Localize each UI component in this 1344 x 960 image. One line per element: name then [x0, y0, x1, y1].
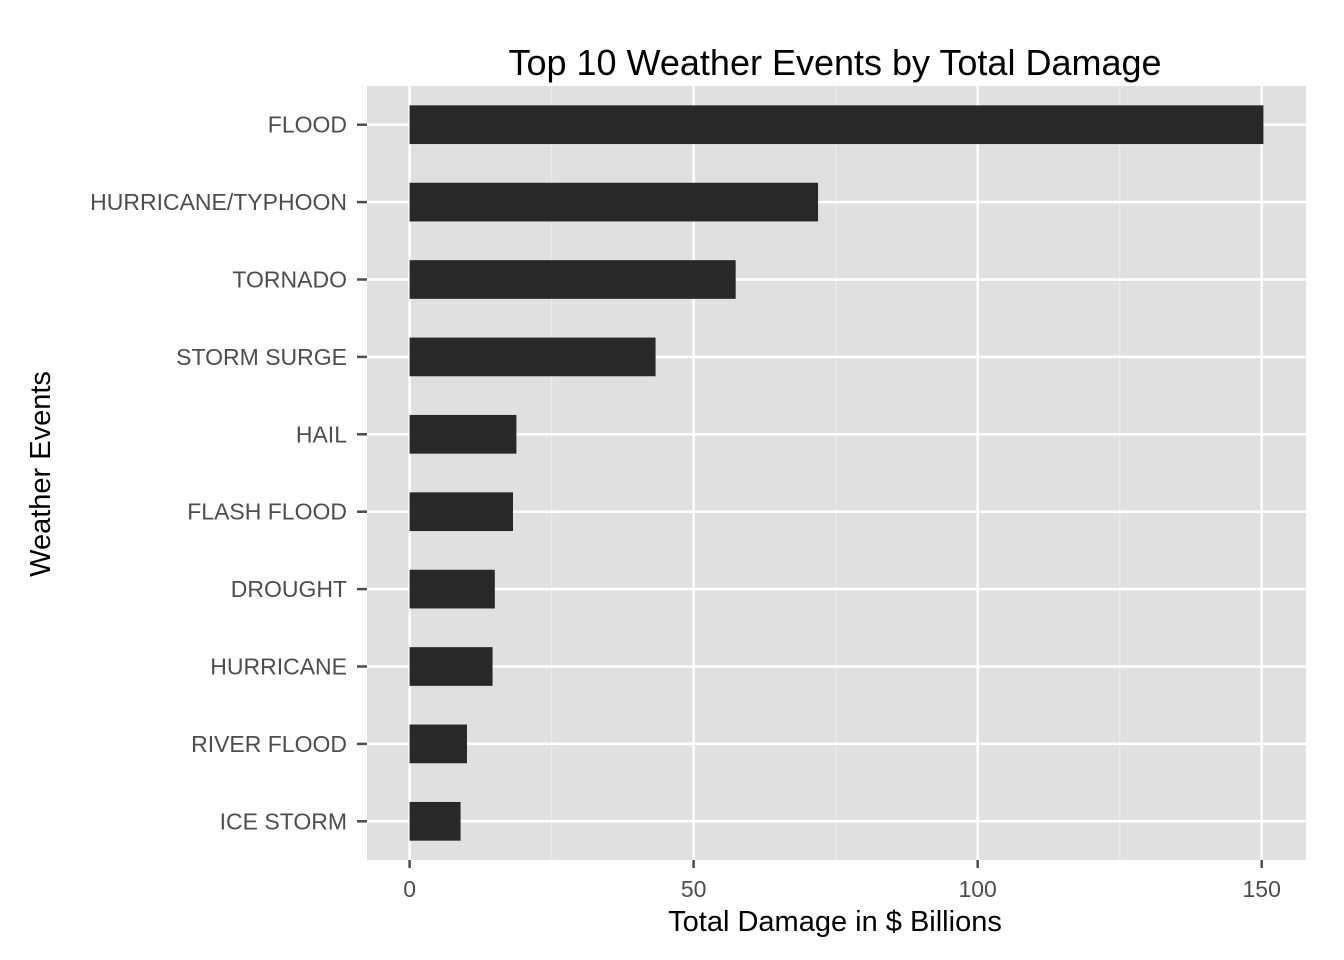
y-tick-label: RIVER FLOOD: [191, 731, 347, 757]
bar-river-flood: [409, 724, 467, 764]
y-tick-label: FLOOD: [268, 112, 347, 138]
y-tick-label: HURRICANE/TYPHOON: [90, 189, 347, 215]
y-tick-label: TORNADO: [232, 267, 347, 293]
y-axis: FLOOD HURRICANE/TYPHOON TORNADO STORM SURGE…: [90, 112, 367, 834]
bar-storm-surge: [409, 337, 656, 377]
bar-hurricane: [409, 647, 493, 686]
chart-title: Top 10 Weather Events by Total Damage: [508, 42, 1161, 83]
y-tick-label: HAIL: [296, 421, 347, 447]
y-tick-label: ICE STORM: [220, 808, 347, 834]
x-tick-label: 0: [403, 876, 416, 902]
x-tick-label: 50: [681, 876, 707, 902]
x-tick-label: 150: [1243, 876, 1281, 902]
bar-ice-storm: [409, 801, 461, 841]
x-axis-title: Total Damage in $ Billions: [668, 906, 1002, 938]
bar-flood: [409, 105, 1264, 145]
bar-hail: [409, 414, 517, 454]
y-tick-label: DROUGHT: [231, 576, 347, 602]
x-tick-label: 100: [958, 876, 996, 902]
bar-flash-flood: [409, 492, 513, 532]
bar-hurricane-typhoon: [409, 182, 819, 222]
y-tick-label: FLASH FLOOD: [187, 499, 347, 525]
x-axis: 0 50 100 150: [403, 860, 1281, 902]
y-tick-label: HURRICANE: [210, 654, 347, 680]
bars: [409, 105, 1264, 841]
bar-drought: [409, 569, 495, 609]
y-axis-title: Weather Events: [25, 371, 57, 577]
bar-tornado: [409, 260, 736, 299]
y-tick-label: STORM SURGE: [176, 344, 347, 370]
